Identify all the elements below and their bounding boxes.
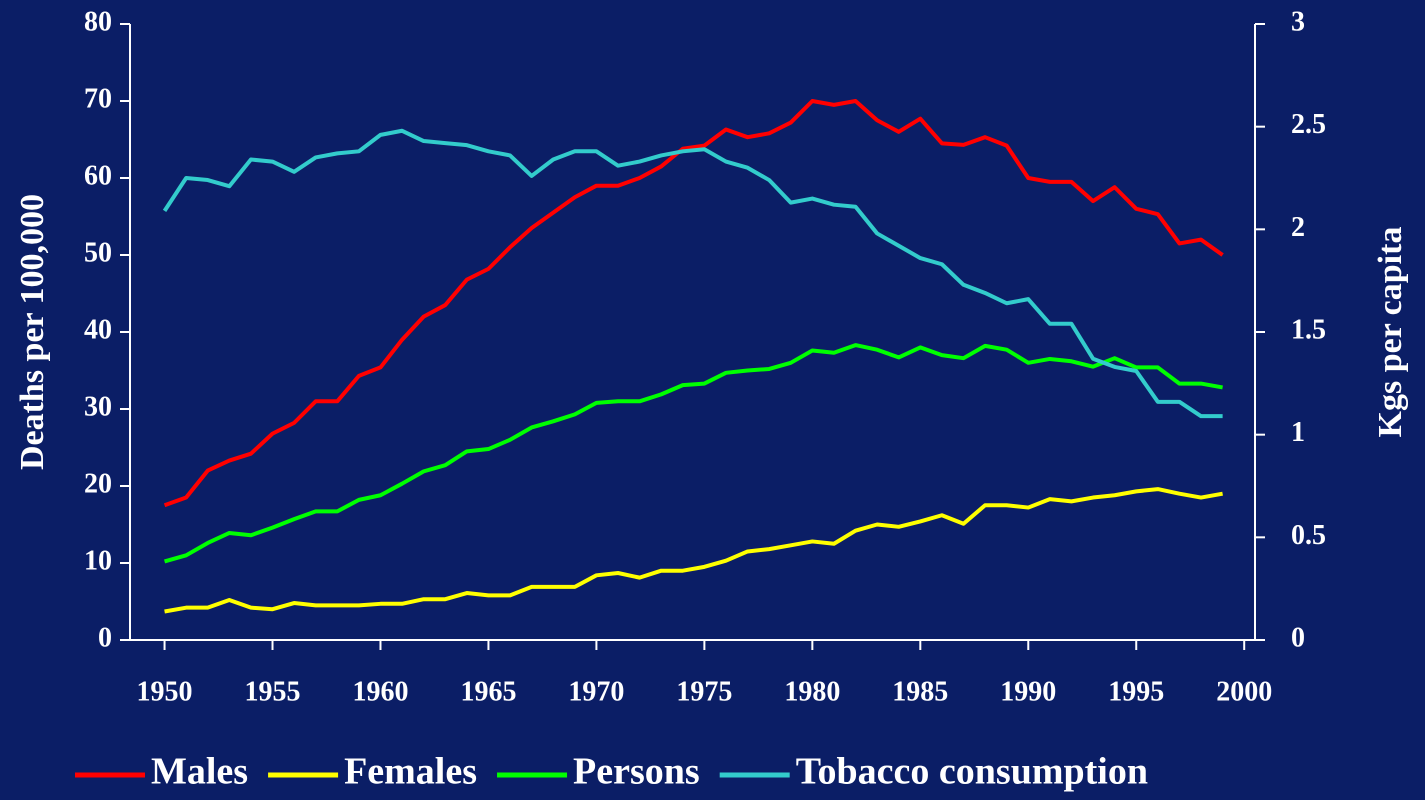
x-tick-label: 1960: [352, 676, 408, 707]
legend-label: Persons: [573, 751, 700, 793]
legend-label: Males: [151, 751, 248, 793]
y2-tick-label: 0.5: [1291, 520, 1326, 551]
y2-tick-label: 2: [1291, 212, 1305, 243]
x-tick-label: 2000: [1216, 676, 1272, 707]
y-tick-label: 80: [84, 6, 112, 37]
x-tick-label: 1965: [460, 676, 516, 707]
y-tick-label: 20: [84, 468, 112, 499]
y-tick-label: 70: [84, 83, 112, 114]
series-line: [164, 343, 1223, 564]
y-tick-label: 10: [84, 545, 112, 576]
series-line: [163, 99, 1224, 508]
y-axis-title: Deaths per 100,000: [14, 194, 51, 470]
series-line: [162, 128, 1223, 419]
y-tick-label: 30: [84, 391, 112, 422]
y2-tick-label: 1: [1291, 417, 1305, 448]
y-tick-label: 50: [84, 237, 112, 268]
y-tick-label: 60: [84, 160, 112, 191]
x-tick-label: 1975: [676, 676, 732, 707]
y2-tick-label: 0: [1291, 622, 1305, 653]
series-line: [164, 487, 1223, 614]
y-tick-label: 40: [84, 314, 112, 345]
x-tick-label: 1980: [784, 676, 840, 707]
x-tick-label: 1950: [137, 676, 193, 707]
x-tick-label: 1990: [1000, 676, 1056, 707]
y-tick-label: 0: [98, 622, 112, 653]
x-tick-label: 1995: [1108, 676, 1164, 707]
y2-tick-label: 3: [1291, 6, 1305, 37]
legend-label: Tobacco consumption: [796, 751, 1148, 793]
x-tick-label: 1970: [568, 676, 624, 707]
x-tick-label: 1955: [245, 676, 301, 707]
x-tick-label: 1985: [892, 676, 948, 707]
y2-axis-title: Kgs per capita: [1372, 227, 1409, 438]
y2-tick-label: 2.5: [1291, 109, 1326, 140]
y2-tick-label: 1.5: [1291, 314, 1326, 345]
legend-label: Females: [344, 751, 477, 793]
